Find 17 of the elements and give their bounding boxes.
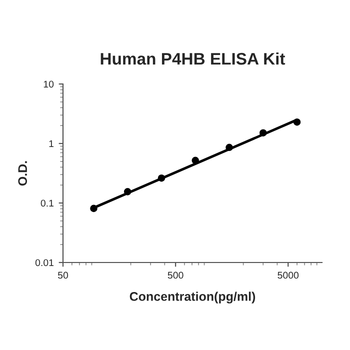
point — [158, 174, 166, 182]
x-axis-title: Concentration(pg/ml) — [130, 292, 256, 304]
y-axis-title: O.D. — [18, 161, 28, 186]
x-tick-label: 50 — [58, 272, 68, 279]
point — [260, 129, 267, 136]
y-tick-label: 0.1 — [40, 200, 54, 207]
point — [293, 118, 301, 126]
point — [90, 204, 98, 212]
x-tick-label: 5000 — [278, 272, 299, 279]
y-tick-label: 0.01 — [35, 259, 54, 266]
point — [192, 156, 200, 164]
x-tick-label: 500 — [168, 272, 184, 279]
chart-title: Human P4HB ELISA Kit — [100, 52, 286, 65]
point — [124, 188, 132, 196]
y-tick-label: 1 — [49, 140, 54, 148]
y-tick-label: 10 — [44, 80, 54, 88]
point — [226, 144, 233, 152]
